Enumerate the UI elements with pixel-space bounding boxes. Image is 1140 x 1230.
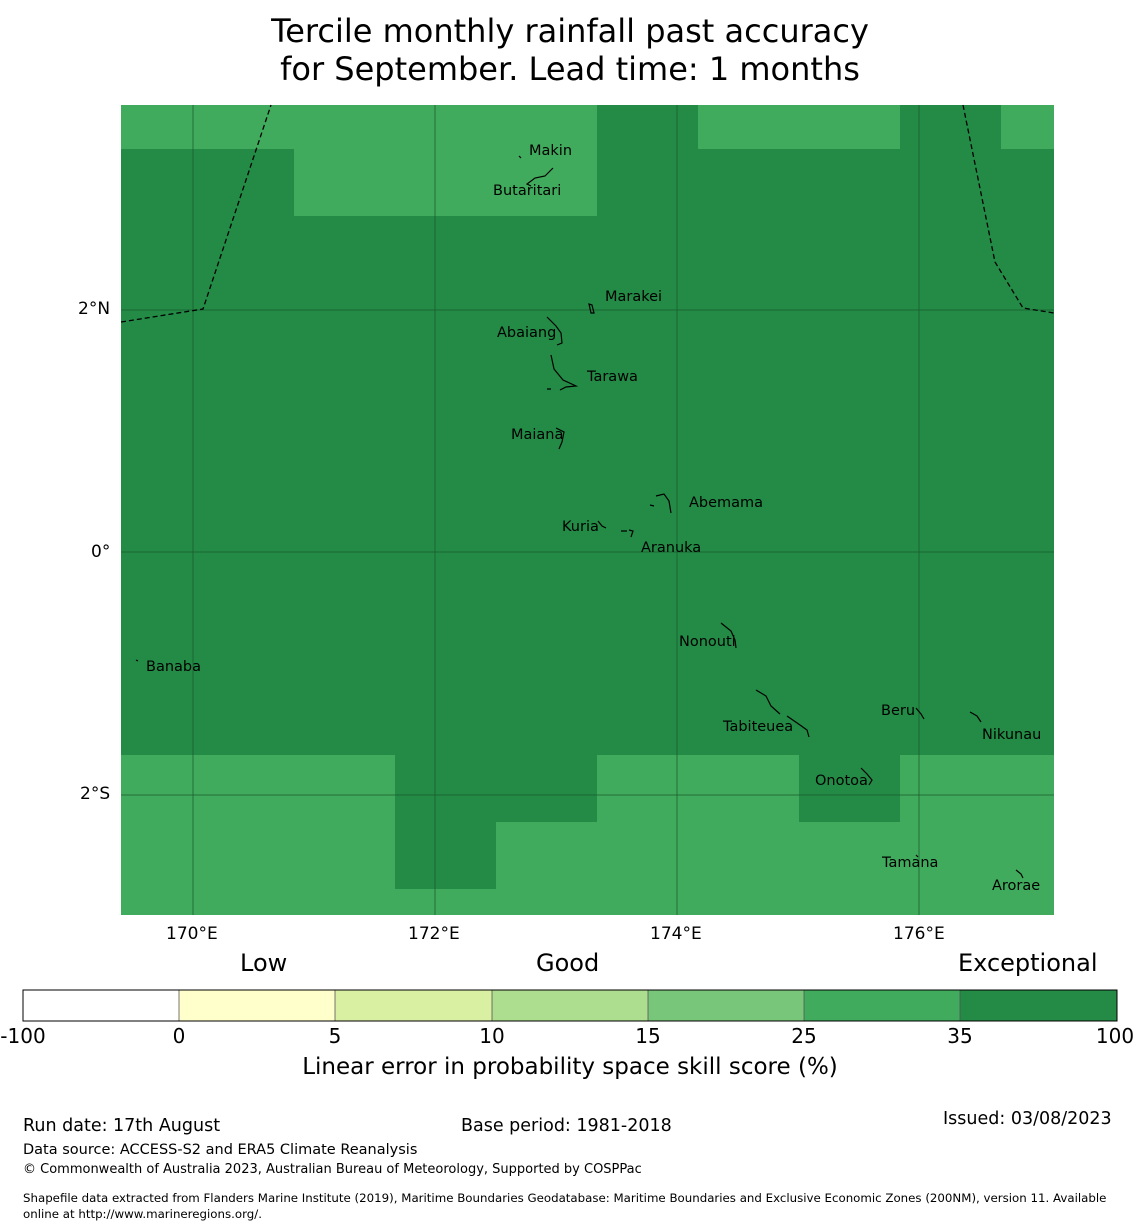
region-north-east [1001,105,1054,149]
shapefile-credit-line-2: online at http://www.marineregions.org/. [23,1207,262,1221]
island-shape-banaba [135,659,139,662]
legend-category-low: Low [240,949,288,977]
eez-boundary-west [120,104,272,323]
issued-date: Issued: 03/08/2023 [943,1109,1112,1129]
island-outlines [135,155,1024,879]
eez-boundary-east [962,104,1055,314]
island-label-onotoa: Onotoa [815,773,868,789]
colorbar-tick-label: 5 [328,1024,342,1048]
lat-label-2s: 2°S [80,784,111,804]
colorbar-tick-label: -100 [0,1024,46,1048]
colorbar-tick-label: 100 [1095,1024,1135,1048]
island-label-arorae: Arorae [992,878,1040,894]
island-labels: Makin Butaritari Marakei Abaiang Tarawa … [146,143,1041,894]
island-shape-onotoa [860,767,873,786]
island-label-nikunau: Nikunau [982,727,1041,743]
colorbar-bin-3 [335,990,492,1021]
island-shape-marakei [588,303,595,314]
eez-boundaries [120,104,1055,323]
island-shape-butaritari [525,167,554,187]
region-north-west [121,105,597,216]
island-shape-maiana [555,427,565,450]
island-label-abemama: Abemama [689,495,763,511]
island-label-aranuka: Aranuka [641,540,701,556]
map-canvas: Makin Butaritari Marakei Abaiang Tarawa … [22,104,1118,1022]
colorbar-tick-label: 0 [172,1024,186,1048]
island-label-makin: Makin [529,143,572,159]
legend-category-good: Good [536,949,600,977]
island-shape-beru [915,707,925,720]
island-label-abaiang: Abaiang [497,325,556,341]
lon-label-174e: 174°E [650,924,702,944]
colorbar-bin-2 [179,990,335,1021]
colorbar-frame [22,989,1118,1022]
island-shape-abemama [649,493,672,514]
colorbar-tick-label: 25 [791,1024,817,1048]
island-shape-tarawa [547,354,579,391]
lon-label-172e: 172°E [408,924,460,944]
island-shape-makin [518,155,522,159]
island-shape-nonouti [720,622,737,649]
copyright: © Commonwealth of Australia 2023, Austra… [23,1162,642,1177]
island-label-marakei: Marakei [605,289,662,305]
island-label-kuria: Kuria [562,519,599,535]
island-shape-kuria [597,520,607,529]
lat-label-2n: 2°N [78,299,111,319]
base-period: Base period: 1981-2018 [461,1116,672,1136]
island-label-tabiteuea: Tabiteuea [722,719,793,735]
colorbar-axis-label: Linear error in probability space skill … [302,1054,838,1080]
region-north-mid [698,105,900,149]
lon-label-176e: 176°E [893,924,945,944]
island-shape-aranuka [621,529,634,538]
island-shape-nikunau [969,711,982,723]
shapefile-credit-line-1: Shapefile data extracted from Flanders M… [23,1191,1107,1205]
colorbar-bin-6 [804,990,960,1021]
colorbar-tick-label: 10 [479,1024,505,1048]
colorbar-bin-1 [23,990,179,1021]
island-shape-abaiang [546,316,563,346]
island-label-beru: Beru [881,703,915,719]
legend-category-exceptional: Exceptional [958,949,1098,977]
island-label-banaba: Banaba [146,659,201,675]
colorbar-tick-label: 35 [947,1024,973,1048]
island-label-butaritari: Butaritari [493,183,561,199]
island-label-maiana: Maiana [511,427,563,443]
island-shape-arorae [1015,869,1024,879]
colorbar-dividers [178,990,961,1021]
data-source: Data source: ACCESS-S2 and ERA5 Climate … [23,1142,418,1158]
map-gridlines [121,105,1054,915]
map-title-line-1: Tercile monthly rainfall past accuracy [271,12,869,50]
map-title-line-2: for September. Lead time: 1 months [280,50,860,88]
island-shape-tamana [915,854,919,858]
island-label-nonouti: Nonouti [679,634,736,650]
island-shape-tabiteuea [755,689,810,738]
colorbar [22,989,1118,1022]
lat-label-0: 0° [91,542,111,562]
run-date: Run date: 17th August [23,1116,221,1136]
colorbar-tick-label: 15 [635,1024,661,1048]
colorbar-bin-4 [492,990,648,1021]
colorbar-bin-7 [960,990,1117,1021]
colorbar-bin-5 [648,990,804,1021]
island-label-tarawa: Tarawa [586,369,638,385]
lon-label-170e: 170°E [166,924,218,944]
island-label-tamana: Tamana [881,855,938,871]
